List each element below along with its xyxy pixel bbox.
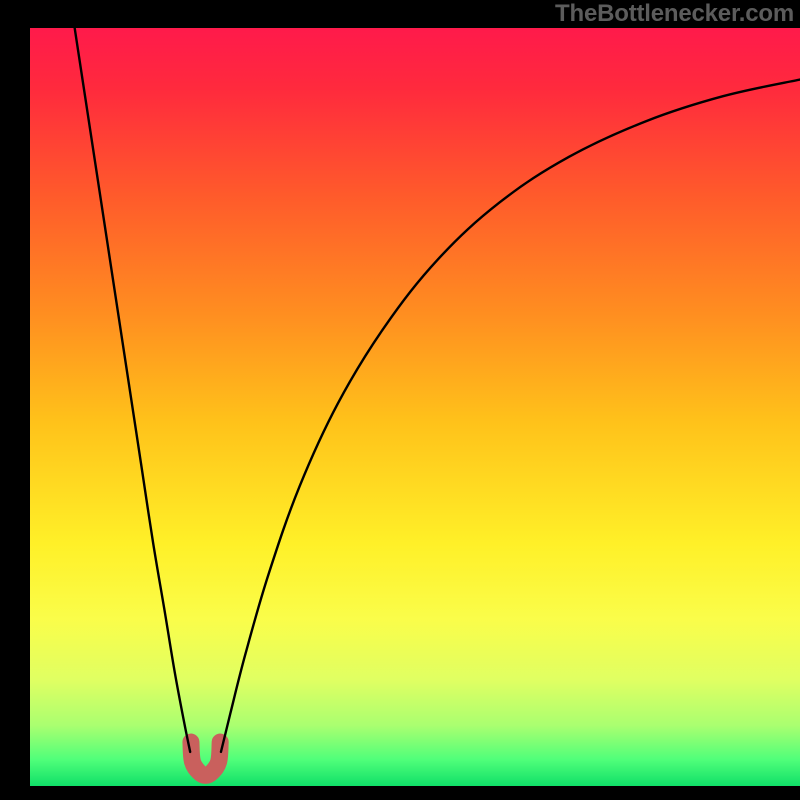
frame-left xyxy=(0,0,30,800)
plot-area xyxy=(30,28,800,786)
watermark-text: TheBottlenecker.com xyxy=(555,0,794,28)
chart-stage: TheBottlenecker.com xyxy=(0,0,800,800)
frame-bottom xyxy=(0,786,800,800)
curve-layer xyxy=(30,28,800,786)
dip-marker xyxy=(191,742,220,775)
curve-left-branch xyxy=(75,28,191,752)
curve-right-branch xyxy=(221,80,800,752)
